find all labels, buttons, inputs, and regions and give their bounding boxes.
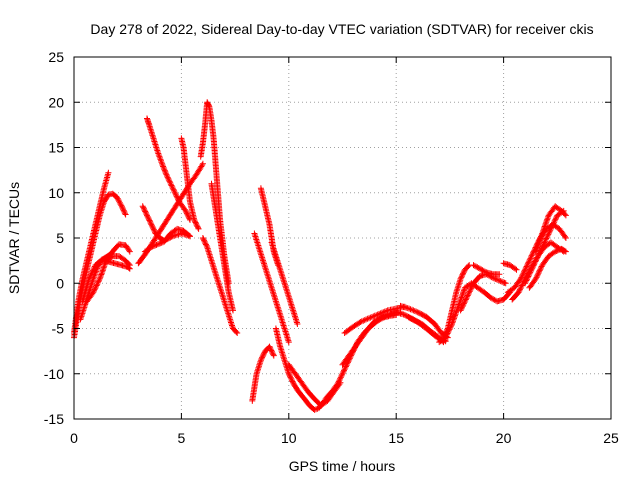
series-track-h [144,115,193,223]
y-axis-label: SDTVAR / TECUs [6,182,22,294]
x-tick-label: 15 [388,430,404,446]
series-track-ag [532,203,569,255]
x-tick-label: 20 [496,430,512,446]
y-tick-label: 20 [48,94,64,110]
series-track-aa [436,280,513,346]
series-track-v [341,303,408,336]
y-tick-label: -5 [52,321,65,337]
series-markers [199,235,241,336]
series-track-j [178,135,202,232]
series-markers [522,207,567,287]
series-track-n [249,343,277,404]
series-track-y [406,314,447,346]
series-markers [83,253,133,305]
series-track-q [268,239,301,327]
series-markers [436,280,513,346]
axis-ticks: 0 5 10 15 20 25 -15 -10 -5 0 5 10 15 20 25 [44,49,619,446]
x-tick-label: 10 [281,430,297,446]
series-markers [249,343,277,404]
series-track-u [339,309,404,368]
series-track-o [251,230,292,346]
series-track-m [208,180,236,314]
y-tick-label: -10 [44,366,64,382]
series-markers [532,203,569,255]
y-tick-label: 0 [56,275,64,291]
series-track-i [141,225,193,255]
series-track-ac [470,262,503,278]
series-markers [208,180,236,314]
series-markers [526,245,569,291]
series-markers [141,225,193,255]
series-track-ah [526,245,569,291]
chart-title: Day 278 of 2022, Sidereal Day-to-day VTE… [90,21,593,37]
series-markers [341,303,408,336]
series-markers [500,260,520,273]
series-track-af [522,207,567,287]
series-markers [144,115,193,223]
series-track-l [199,235,241,336]
y-tick-label: 15 [48,140,64,156]
series-markers [406,314,447,346]
y-tick-label: 10 [48,185,64,201]
x-axis-label: GPS time / hours [289,458,396,474]
series-markers [470,262,503,278]
y-tick-label: 5 [56,230,64,246]
series-markers [178,135,202,232]
series-markers [339,309,404,368]
x-tick-label: 25 [603,430,619,446]
series-track-e [83,253,133,305]
series-markers [251,230,292,346]
y-tick-label: 25 [48,49,64,65]
series-markers [268,239,301,327]
series-track-ai [500,260,520,273]
x-tick-label: 5 [178,430,186,446]
x-tick-label: 0 [70,430,78,446]
y-tick-label: -15 [44,411,64,427]
